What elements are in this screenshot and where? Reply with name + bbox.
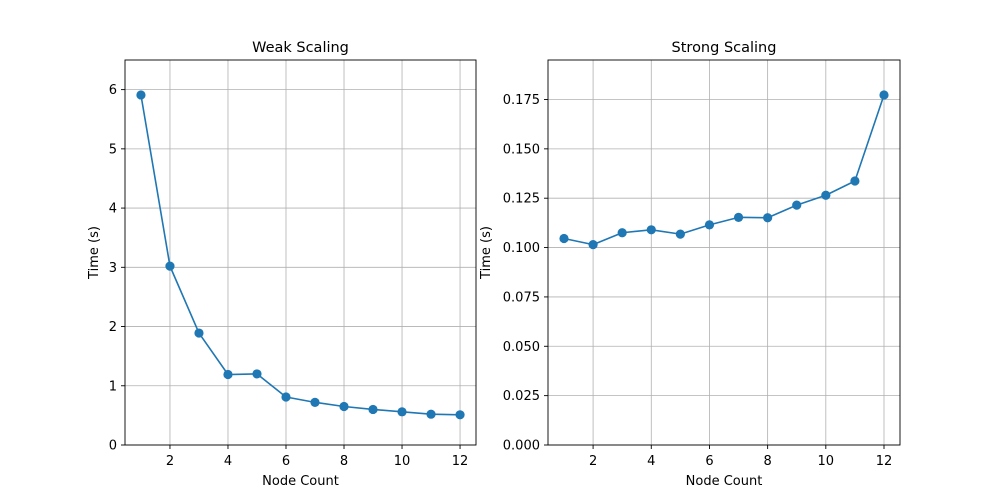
weak-scaling-y-tick-label: 2 bbox=[109, 320, 117, 335]
strong-scaling-data-point bbox=[763, 213, 773, 223]
strong-scaling-data-point bbox=[792, 200, 802, 210]
weak-scaling-y-tick-label: 6 bbox=[109, 83, 117, 98]
strong-scaling-axes-frame bbox=[547, 59, 901, 446]
strong-scaling-data-point bbox=[588, 240, 598, 250]
strong-scaling-grid bbox=[548, 60, 900, 446]
strong-scaling-y-tick-label: 0.125 bbox=[503, 192, 540, 207]
weak-scaling-data-point bbox=[397, 407, 407, 417]
weak-scaling-data-point bbox=[281, 392, 291, 402]
weak-scaling-grid bbox=[125, 60, 476, 446]
weak-scaling-x-tick-label: 8 bbox=[340, 454, 348, 469]
weak-scaling-y-tick-label: 4 bbox=[109, 202, 117, 217]
strong-scaling-data-point bbox=[879, 90, 889, 100]
strong-scaling-series-line bbox=[563, 94, 885, 246]
strong-scaling-y-tick-label: 0.150 bbox=[503, 142, 540, 157]
strong-scaling-data-point bbox=[559, 233, 569, 244]
weak-scaling-x-tick-label: 6 bbox=[282, 454, 290, 469]
strong-scaling-x-ticks: 2 4 6 8 10 12 bbox=[589, 445, 892, 469]
strong-scaling-y-tick-label: 0.100 bbox=[503, 241, 540, 256]
weak-scaling-data-point bbox=[426, 409, 436, 419]
strong-scaling-x-tick-label: 6 bbox=[705, 454, 713, 469]
strong-scaling-y-tick-label: 0.025 bbox=[503, 389, 540, 404]
strong-scaling-data-point bbox=[821, 190, 831, 200]
strong-scaling-ylabel: Time (s) bbox=[479, 226, 494, 280]
weak-scaling-y-tick-label: 5 bbox=[109, 142, 117, 157]
weak-scaling-y-ticks: 0 1 2 3 4 5 6 bbox=[109, 83, 125, 454]
weak-scaling-x-tick-label: 4 bbox=[224, 454, 232, 469]
weak-scaling-panel: Weak Scaling Node Count Time (s) 2 4 6 8 10 1… bbox=[87, 40, 477, 489]
weak-scaling-title: Weak Scaling bbox=[252, 40, 349, 56]
weak-scaling-ylabel: Time (s) bbox=[87, 226, 102, 280]
weak-scaling-x-tick-label: 10 bbox=[394, 454, 411, 469]
strong-scaling-x-tick-label: 10 bbox=[818, 454, 835, 469]
strong-scaling-x-tick-label: 2 bbox=[589, 454, 597, 469]
weak-scaling-y-tick-label: 1 bbox=[109, 379, 117, 394]
weak-scaling-x-tick-label: 2 bbox=[166, 454, 174, 469]
weak-scaling-data-point bbox=[310, 397, 320, 407]
weak-scaling-x-tick-label: 12 bbox=[452, 454, 469, 469]
strong-scaling-data-point bbox=[675, 229, 685, 239]
strong-scaling-data-point bbox=[704, 220, 715, 230]
strong-scaling-x-tick-label: 8 bbox=[763, 454, 771, 469]
strong-scaling-x-tick-label: 4 bbox=[647, 454, 655, 469]
weak-scaling-x-ticks: 2 4 6 8 10 12 bbox=[166, 445, 468, 469]
weak-scaling-y-tick-label: 3 bbox=[109, 261, 117, 276]
strong-scaling-y-tick-label: 0.000 bbox=[503, 439, 540, 454]
weak-scaling-data-point bbox=[136, 90, 146, 100]
strong-scaling-y-tick-label: 0.075 bbox=[503, 290, 540, 305]
weak-scaling-data-point bbox=[339, 401, 349, 412]
weak-scaling-data-point bbox=[368, 404, 378, 415]
weak-scaling-xlabel: Node Count bbox=[262, 474, 339, 489]
strong-scaling-data-point bbox=[646, 225, 656, 235]
strong-scaling-x-tick-label: 12 bbox=[876, 454, 893, 469]
strong-scaling-data-point bbox=[850, 176, 860, 186]
weak-scaling-axes-frame bbox=[124, 59, 477, 446]
weak-scaling-data-point bbox=[165, 261, 175, 271]
strong-scaling-y-tick-label: 0.050 bbox=[503, 340, 540, 355]
weak-scaling-y-tick-label: 0 bbox=[109, 439, 117, 454]
strong-scaling-y-ticks: 0.000 0.025 0.050 0.075 0.100 0.125 0.150 0.175 bbox=[503, 93, 548, 454]
strong-scaling-data-point bbox=[733, 212, 744, 222]
weak-scaling-data-point bbox=[252, 369, 262, 379]
strong-scaling-title: Strong Scaling bbox=[672, 40, 777, 56]
strong-scaling-data-point bbox=[617, 228, 627, 238]
strong-scaling-panel: Strong Scaling Node Count Time (s) 2 4 6 8 1… bbox=[479, 40, 901, 489]
strong-scaling-xlabel: Node Count bbox=[686, 474, 763, 489]
weak-scaling-data-point bbox=[223, 369, 233, 380]
strong-scaling-y-tick-label: 0.175 bbox=[503, 93, 540, 108]
weak-scaling-data-point bbox=[194, 328, 204, 338]
weak-scaling-series-line bbox=[140, 94, 461, 416]
weak-scaling-data-point bbox=[455, 410, 465, 420]
